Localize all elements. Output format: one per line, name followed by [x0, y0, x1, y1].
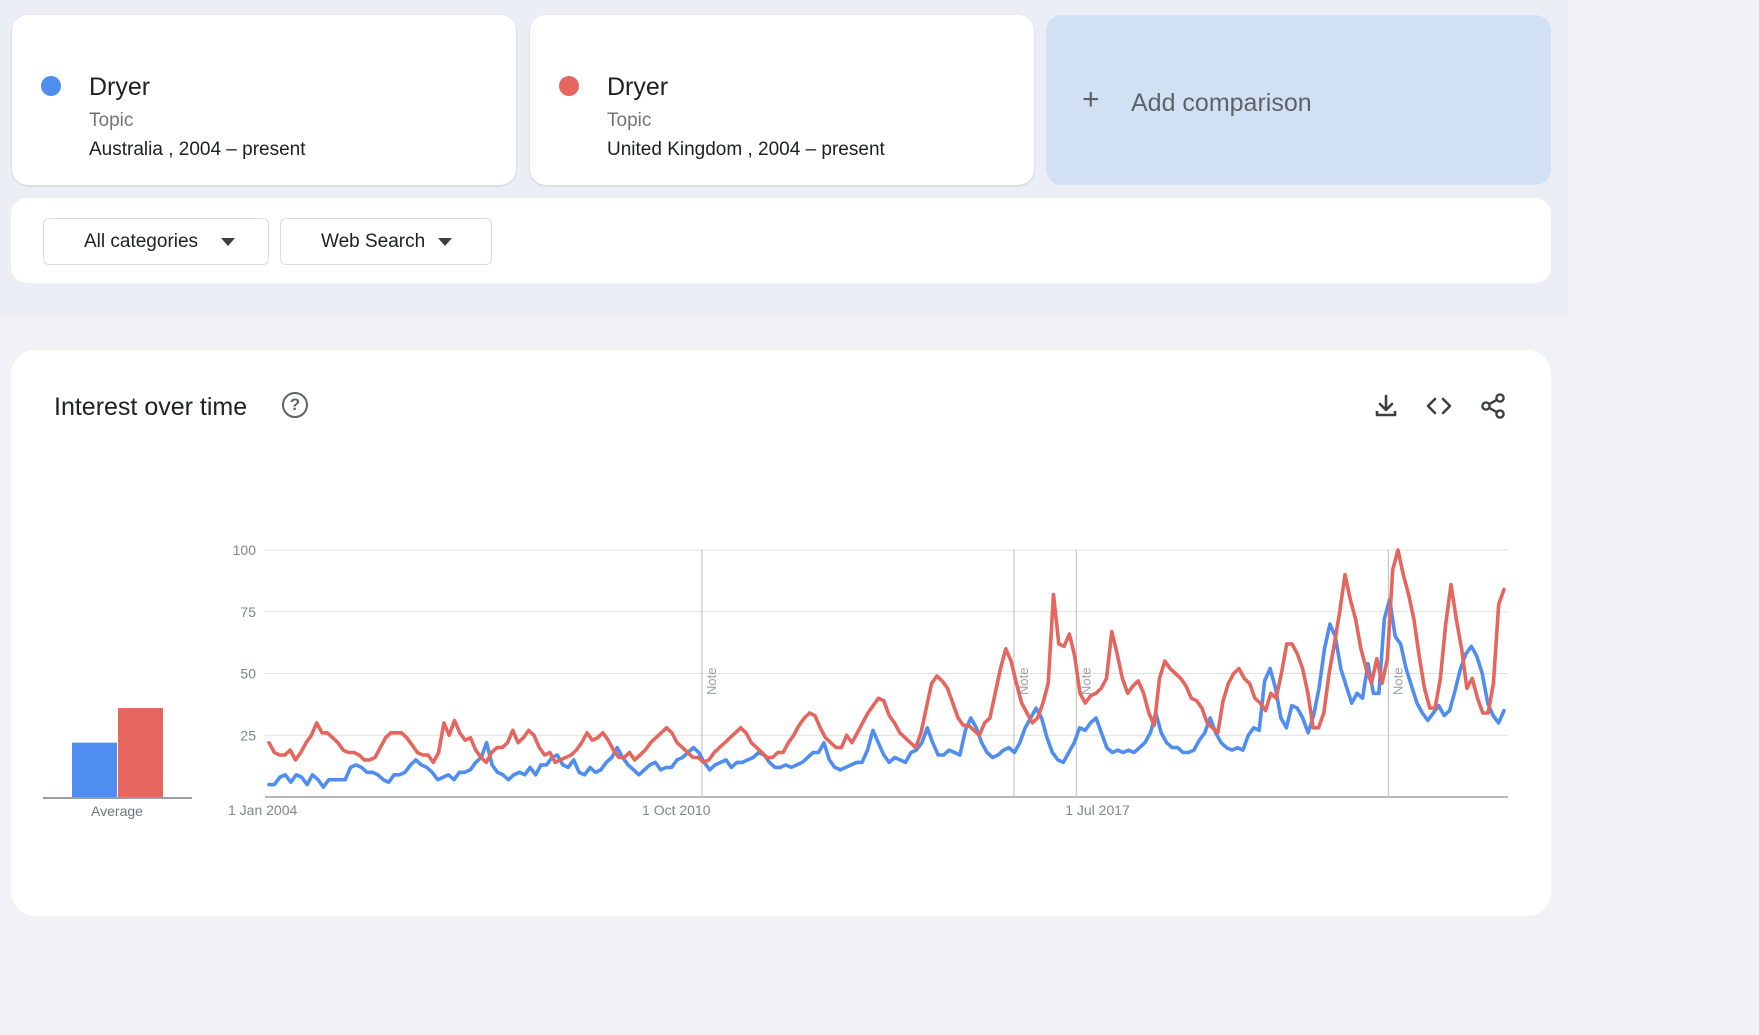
- embed-icon[interactable]: [1425, 392, 1453, 420]
- search-type-dropdown-label: Web Search: [321, 231, 426, 252]
- note-label: Note: [704, 668, 719, 695]
- series-dot-red: [559, 76, 579, 96]
- x-tick-label: 1 Jul 2017: [1065, 802, 1130, 818]
- interest-over-time-panel: Interest over time ? Average Note Note Not…: [11, 350, 1551, 916]
- share-icon[interactable]: [1479, 392, 1507, 420]
- caret-down-icon: [221, 238, 235, 246]
- panel-title: Interest over time: [54, 393, 248, 421]
- caret-down-icon: [438, 238, 452, 246]
- x-tick-label: 1 Oct 2010: [642, 802, 711, 818]
- note-label: Note: [1078, 668, 1093, 695]
- y-tick-label: 75: [240, 604, 256, 620]
- term-card-1[interactable]: Dryer Topic Australia , 2004 – present: [12, 15, 516, 185]
- series-line-australia: [267, 597, 1506, 789]
- term-type: Topic: [89, 110, 134, 131]
- term-scope[interactable]: Australia , 2004 – present: [89, 139, 306, 160]
- plus-icon: +: [1082, 83, 1100, 116]
- add-comparison-label: Add comparison: [1131, 89, 1312, 117]
- y-tick-label: 25: [240, 727, 256, 743]
- note-label: Note: [1016, 668, 1031, 695]
- interest-chart: Average Note Note Note Note 100 75 50 25 1 Jan …: [43, 542, 1508, 819]
- help-icon[interactable]: ?: [282, 392, 308, 418]
- average-label: Average: [91, 803, 143, 819]
- series-line-uk: [267, 548, 1506, 765]
- term-name: Dryer: [607, 73, 669, 101]
- filter-bar: All categories Web Search: [11, 198, 1551, 283]
- term-scope[interactable]: United Kingdom , 2004 – present: [607, 139, 885, 160]
- category-dropdown-label: All categories: [84, 231, 199, 252]
- term-name: Dryer: [89, 73, 151, 101]
- category-dropdown[interactable]: All categories: [43, 218, 269, 265]
- add-comparison-button[interactable]: + Add comparison: [1046, 15, 1551, 185]
- term-card-2[interactable]: Dryer Topic United Kingdom , 2004 – pres…: [530, 15, 1034, 185]
- note-label: Note: [1390, 668, 1405, 695]
- y-tick-label: 50: [240, 666, 256, 682]
- search-type-dropdown[interactable]: Web Search: [280, 218, 492, 265]
- average-bar: [72, 742, 117, 797]
- series-dot-blue: [41, 76, 61, 96]
- term-type: Topic: [607, 110, 652, 131]
- x-tick-label: 1 Jan 2004: [228, 802, 297, 818]
- y-tick-label: 100: [233, 542, 257, 558]
- download-icon[interactable]: [1372, 392, 1400, 420]
- average-bar: [118, 708, 163, 797]
